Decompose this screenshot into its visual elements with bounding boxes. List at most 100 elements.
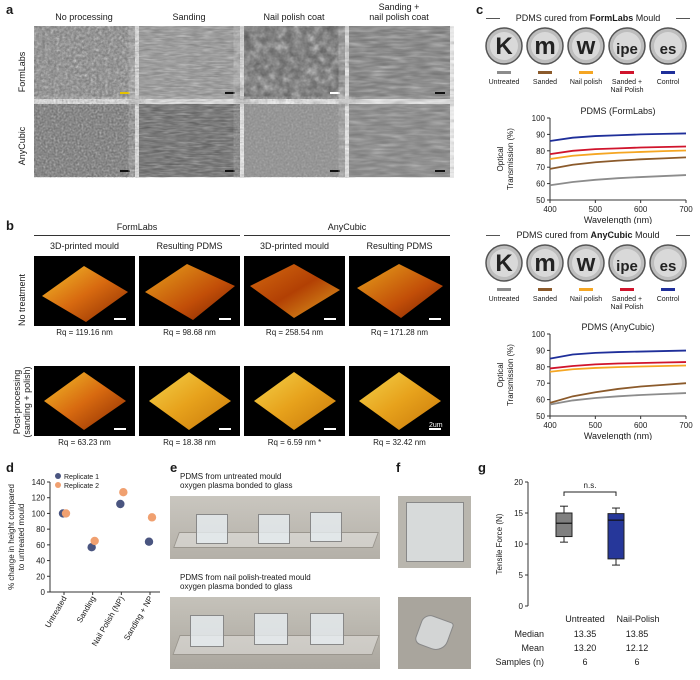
- photo-pdms-bonded-torn: [398, 597, 471, 669]
- y-tick-label: 100: [532, 114, 546, 123]
- series-line: [549, 132, 687, 142]
- data-point: [90, 536, 99, 546]
- x-tick-label: 700: [679, 205, 693, 214]
- col-header-b-2: Resulting PDMS: [156, 241, 223, 251]
- pdms-block: [310, 613, 344, 645]
- x-tick-label: 400: [543, 205, 557, 214]
- y-tick-label: 20: [514, 478, 523, 487]
- afm-formlabs-mould-treated: [34, 366, 135, 436]
- significance-label: n.s.: [584, 481, 597, 490]
- afm-anycubic-mould-untreated: [244, 256, 345, 326]
- legend-swatch: [579, 288, 593, 291]
- lens-disc-inner: [613, 32, 641, 60]
- pdms-block: [254, 613, 288, 645]
- legend-swatch: [579, 71, 593, 74]
- afm-anycubic-pdms-untreated: [349, 256, 450, 326]
- col-header-no-processing: No processing: [55, 12, 113, 22]
- sem-anycubic-nail-polish: [244, 104, 345, 177]
- panel-label-f: f: [396, 460, 401, 475]
- box-nail-polish: [607, 507, 625, 566]
- y-axis-label-line: % change in height compared: [7, 484, 16, 590]
- y-tick-label: 20: [36, 572, 45, 581]
- lens-disc: ipe Sanded +Nail Polish: [608, 27, 646, 94]
- lens-disc-inner: [613, 249, 641, 277]
- chart-tensile-force: 0 5 10 15 20 Tensile Force (N) n.s.: [495, 478, 625, 611]
- legend-label: Replicate 1: [64, 474, 99, 481]
- table-cell: 12.12: [625, 643, 649, 653]
- lens-disc: K Untreated: [485, 27, 523, 86]
- x-tick-label: 500: [589, 421, 603, 430]
- chart-title: PDMS (FormLabs): [580, 106, 655, 116]
- table-cell: 6: [582, 657, 588, 667]
- rq-value: Rq = 258.54 nm: [265, 328, 324, 337]
- legend-swatch: [661, 288, 675, 291]
- y-tick-label: 40: [36, 557, 45, 566]
- rq-value: Rq = 6.59 nm *: [267, 438, 322, 447]
- table-row-label: Median: [514, 629, 544, 639]
- rq-value: Rq = 171.28 nm: [370, 328, 429, 337]
- chart-transmission-formlabs: PDMS (FormLabs) 50 60 70 80 90 100 400 500 600 700…: [496, 106, 693, 224]
- lens-letter: K: [495, 250, 513, 277]
- x-axis-label: Wavelength (nm): [584, 431, 652, 440]
- sem-anycubic-sanding: [139, 104, 240, 177]
- legend-marker: [55, 482, 61, 488]
- photo-pdms-bonded-intact: [398, 496, 471, 568]
- pdms-fragment: [413, 612, 455, 654]
- row-label-formlabs: FormLabs: [17, 51, 27, 93]
- x-tick-label: 400: [543, 421, 557, 430]
- legend-label: Sanded +: [612, 79, 642, 86]
- pdms-block: [196, 514, 228, 544]
- row-label-no-treatment: No treatment: [17, 273, 27, 327]
- col-header-nail-polish: Nail polish coat: [263, 12, 325, 22]
- y-tick-label: 120: [32, 494, 46, 503]
- lens-disc: m Sanded: [526, 244, 564, 303]
- anycubic-lens-discs: K Untreated m Sanded w Nail polish ipe Sanded +…: [485, 244, 687, 311]
- legend-label: Control: [657, 79, 680, 86]
- y-tick-label: 90: [536, 130, 545, 139]
- sem-formlabs-sanding: [139, 26, 240, 99]
- lens-disc-inner: [490, 249, 518, 277]
- lens-letter: m: [534, 33, 555, 60]
- lens-letter: w: [576, 33, 596, 60]
- y-axis-label: Optical Transmission (%): [496, 344, 515, 406]
- y-tick-label: 60: [36, 541, 45, 550]
- col-header-sanding: Sanding: [172, 12, 206, 22]
- table-header-nail-polish: Nail-Polish: [616, 614, 660, 624]
- series-line: [549, 361, 687, 370]
- legend-swatch: [620, 71, 634, 74]
- legend-label: Nail polish: [570, 79, 602, 86]
- table-header-untreated: Untreated: [565, 614, 605, 624]
- photo-treated-bonded: [170, 597, 380, 669]
- data-point: [119, 488, 128, 497]
- legend-marker: [55, 473, 61, 479]
- legend-label: Sanded: [533, 296, 557, 303]
- x-axis-label: Wavelength (nm): [584, 215, 652, 224]
- series-line: [549, 382, 687, 404]
- pdms-block: [310, 512, 342, 542]
- formlabs-lens-discs: K Untreated m Sanded w Nail polish ipe Sanded +…: [485, 27, 687, 94]
- y-tick-label: 10: [514, 540, 523, 549]
- lens-disc: m Sanded: [526, 27, 564, 86]
- rq-value: Rq = 32.42 nm: [373, 438, 426, 447]
- table-cell: 13.20: [573, 643, 597, 653]
- rq-value: Rq = 18.38 nm: [163, 438, 216, 447]
- y-tick-label: 5: [519, 571, 524, 580]
- lens-disc: ipe Sanded +Nail Polish: [608, 244, 646, 311]
- col-header-b-4: Resulting PDMS: [366, 241, 433, 251]
- lens-letter: es: [660, 41, 677, 58]
- lens-disc: w Nail polish: [567, 27, 605, 86]
- lens-disc-inner: [654, 249, 682, 277]
- lens-disc: es Control: [649, 244, 687, 303]
- title-anycubic-mould: PDMS cured from AnyCubic Mould: [500, 230, 676, 240]
- y-tick-label: 140: [32, 478, 46, 487]
- y-tick-label: 80: [536, 363, 545, 372]
- table-row-label: Mean: [521, 643, 544, 653]
- y-tick-label: 0: [519, 602, 524, 611]
- y-axis-label-line: Transmission (%): [506, 344, 515, 406]
- pdms-block: [258, 514, 290, 544]
- legend-label: Sanded +: [612, 296, 642, 303]
- table-cell: 6: [634, 657, 640, 667]
- y-axis-label: % change in height compared to untreated …: [7, 484, 26, 590]
- x-tick-label: Sanding + NP: [122, 595, 155, 642]
- y-tick-label: 90: [536, 346, 545, 355]
